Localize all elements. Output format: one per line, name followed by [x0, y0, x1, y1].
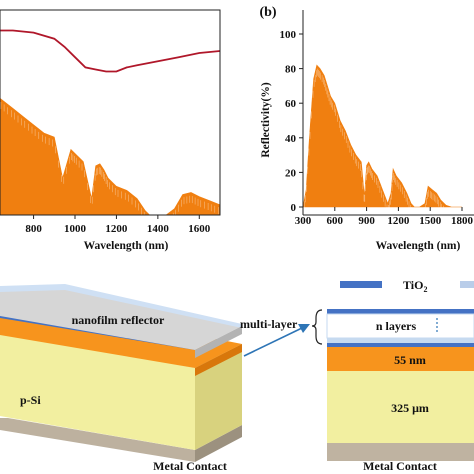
chart-b-y-tick-label: 80	[285, 64, 297, 76]
chart-a-x-tick-label: 1400	[147, 223, 170, 235]
metal-contact-left-label: Metal Contact	[153, 459, 227, 473]
multilayer-brace-icon	[311, 309, 323, 345]
chart-b-y-tick-label: 100	[280, 29, 297, 41]
chart-b-x-tick-label: 1200	[387, 215, 410, 227]
psi-label: p-Si	[20, 393, 41, 407]
chart-b: 0 20 40 60 80 100 300 600 900 1200 1500 1800 Refle…	[260, 10, 474, 252]
psi-side	[195, 344, 242, 450]
chart-b-series-0-area	[302, 64, 462, 208]
chart-b-x-axis-title: Wavelength (nm)	[376, 240, 461, 252]
chart-b-x-tick-label: 1800	[451, 215, 474, 227]
legend-swatch-low-index	[460, 281, 474, 288]
legend-label-tio2: TiO2	[403, 278, 427, 294]
chart-a-series-1-line	[0, 29, 221, 73]
layer-low-index-bottom	[327, 338, 474, 343]
orange-layer-side	[195, 344, 242, 376]
nanofilm-reflector-side	[195, 326, 242, 358]
chart-b-x-tick-label: 900	[358, 215, 375, 227]
panel-b-label: (b)	[259, 5, 276, 20]
nanofilm-reflector-top-edge	[0, 284, 242, 328]
chart-b-x-tick-label: 600	[327, 215, 344, 227]
legend-swatch-tio2	[340, 281, 382, 288]
chart-b-y-tick-label: 40	[285, 133, 297, 145]
nanofilm-reflector-top	[0, 286, 242, 350]
chart-b-y-tick-label: 60	[285, 98, 297, 110]
psi-front	[0, 335, 195, 450]
layer-tio2-top	[327, 309, 474, 314]
chart-a-x-tick-label: 800	[25, 223, 42, 235]
multilayer-label: multi-layer	[240, 317, 298, 331]
layer-325um-label: 325 μm	[391, 401, 429, 415]
chart-a: 6008001000120014001600 Wavelength (nm)	[0, 9, 221, 252]
connector-arrow-head-icon	[298, 324, 310, 333]
layer-55nm	[327, 347, 474, 371]
chart-b-y-ticks: 0 20 40 60 80 100	[280, 29, 303, 214]
chart-b-series-group	[302, 64, 462, 217]
layer-metal-contact	[327, 443, 474, 461]
chart-b-y-tick-label: 0	[291, 202, 297, 214]
chart-a-x-tick-label: 1600	[188, 223, 211, 235]
chart-b-y-tick-label: 20	[285, 167, 297, 179]
chart-a-x-axis-title: Wavelength (nm)	[84, 240, 169, 252]
layer-55nm-label: 55 nm	[394, 353, 426, 367]
chart-b-x-tick-label: 1500	[419, 215, 442, 227]
legend-label-tio2-subscript: 2	[423, 285, 427, 294]
layer-tio2-bottom	[327, 343, 474, 347]
chart-b-y-axis-title: Reflectivity(%)	[260, 82, 272, 158]
layer-325um	[327, 371, 474, 443]
chart-a-x-tick-label: 1200	[105, 223, 128, 235]
metal-contact-side	[195, 425, 242, 462]
n-layers-label: n layers	[376, 319, 417, 333]
connector-arrow-line	[243, 327, 303, 357]
chart-a-series-0-area	[0, 97, 221, 216]
device-stack-3d: nanofilm reflector p-Si Metal Contact	[0, 284, 242, 473]
metal-contact-right-label: Metal Contact	[363, 459, 437, 473]
metal-contact-front	[0, 418, 195, 462]
chart-b-x-tick-label: 300	[295, 215, 312, 227]
chart-a-frame	[0, 9, 221, 216]
chart-a-x-ticks: 6008001000120014001600	[25, 215, 211, 235]
legend-label-tio2-name: TiO	[403, 278, 423, 292]
layer-n-layers	[326, 313, 474, 339]
chart-b-x-ticks: 300 600 900 1200 1500 1800	[295, 207, 474, 227]
chart-a-series-group	[0, 29, 221, 225]
chart-a-x-tick-label: 1000	[64, 223, 87, 235]
cross-section: TiO2 multi-layer n layers 55 nm 325 μm M…	[240, 278, 474, 473]
nanofilm-reflector-label: nanofilm reflector	[72, 313, 165, 327]
